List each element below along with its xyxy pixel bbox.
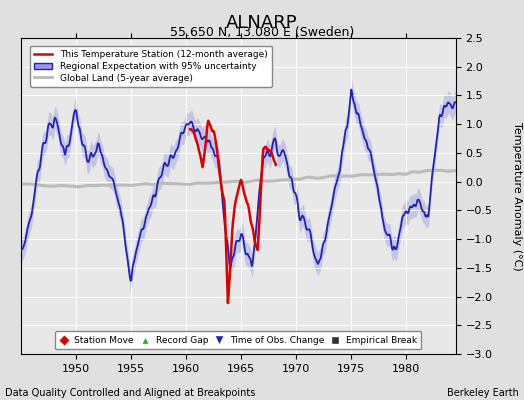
Y-axis label: Temperature Anomaly (°C): Temperature Anomaly (°C) xyxy=(512,122,522,270)
Text: Data Quality Controlled and Aligned at Breakpoints: Data Quality Controlled and Aligned at B… xyxy=(5,388,256,398)
Legend: Station Move, Record Gap, Time of Obs. Change, Empirical Break: Station Move, Record Gap, Time of Obs. C… xyxy=(56,332,421,350)
Text: 55.650 N, 13.080 E (Sweden): 55.650 N, 13.080 E (Sweden) xyxy=(170,26,354,39)
Text: ALNARP: ALNARP xyxy=(226,14,298,32)
Text: Berkeley Earth: Berkeley Earth xyxy=(447,388,519,398)
